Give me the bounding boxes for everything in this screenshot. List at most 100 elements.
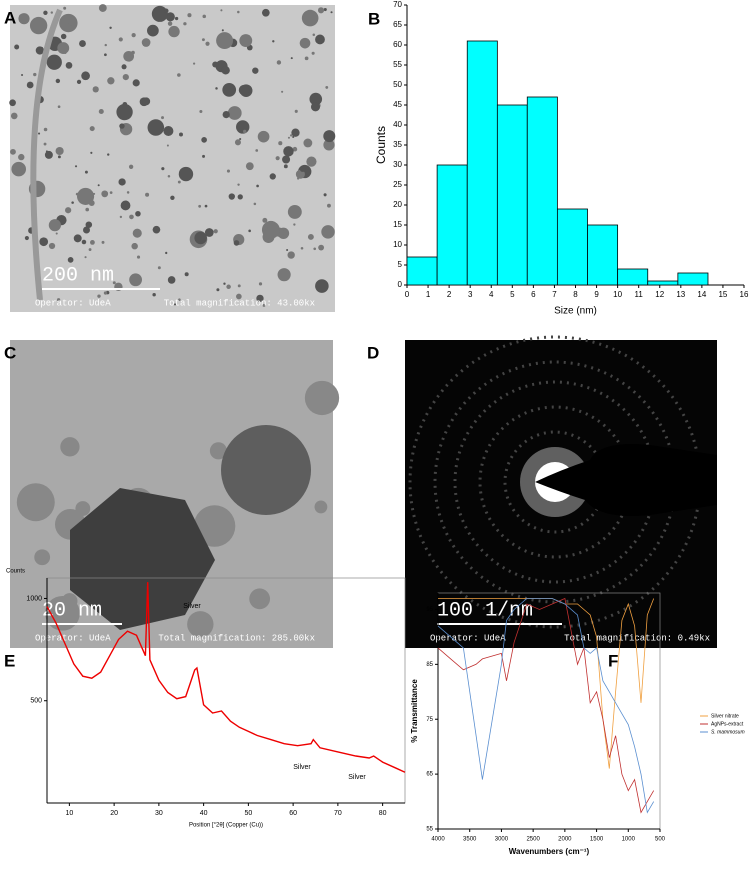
y-tick-label: 70 [393,0,402,9]
y-tick-label: 85 [426,662,433,668]
y-tick-label: 0 [398,280,403,289]
particle [303,138,313,148]
particle [177,73,181,77]
bar [647,280,679,286]
particle [179,132,183,137]
particle [167,21,173,26]
annotation: Silver [183,603,201,610]
particle [119,215,123,219]
particle [330,11,333,14]
particle [221,29,224,32]
panel-label: F [608,651,618,670]
particle [57,105,61,109]
particle [306,156,317,167]
particle [309,92,323,106]
beam-stop [535,444,717,516]
particle [287,204,302,219]
particle [163,126,174,136]
particle [55,232,58,235]
particle [261,220,280,239]
particle [71,201,74,204]
particle [184,272,189,277]
particle [216,32,234,50]
particle [39,237,49,247]
particle [174,16,179,21]
particle [289,134,293,137]
particle [237,194,243,200]
x-tick-label: 6 [531,290,536,299]
x-tick-label: 7 [552,290,557,299]
y-tick-label: 55 [393,60,402,69]
y-tick-label: 10 [393,240,402,249]
bar [677,272,709,286]
x-axis-label: Size (nm) [554,306,597,317]
particle [129,214,134,220]
particle [131,242,138,250]
bar [466,40,498,286]
particle [55,78,61,84]
particle [97,294,101,298]
particle [83,226,90,234]
particle [295,169,305,179]
annotation: Silver [293,764,311,771]
particle [277,268,291,282]
particle [283,146,294,157]
legend-label: Silver nitrate [711,713,739,719]
particle [10,148,16,155]
particle [187,611,214,638]
x-tick-label: 50 [244,810,252,817]
particle [204,228,214,237]
particle [221,66,230,75]
x-tick-label: 14 [697,290,706,299]
scale-bar-label: 20 nm [42,599,102,622]
particle [249,588,271,610]
bar [496,104,528,286]
particle [292,135,295,139]
x-tick-label: 12 [655,290,664,299]
particle [293,223,296,226]
x-tick-label: 10 [65,810,73,817]
particle [323,7,327,12]
particle [103,291,108,295]
operator: Operator: UdeA [35,298,111,308]
particle [57,155,61,159]
legend-label: S. mammosum [711,729,745,735]
panel-label: C [4,343,16,362]
magnification: Total magnification: 0.49kx [564,633,710,643]
particle [92,86,99,93]
y-tick-label: 95 [426,607,433,613]
particle [73,234,82,243]
x-tick-label: 3500 [463,837,477,843]
particle [228,193,235,200]
x-tick-label: 10 [613,290,622,299]
particle [34,549,51,566]
y-tick-label: 5 [398,260,403,269]
magnification: Total magnification: 285.00kx [158,633,315,643]
particle [315,34,325,45]
particle [48,242,56,250]
particle [44,150,53,159]
particle [236,120,250,134]
particle [132,79,140,87]
particle [98,108,104,115]
particle [209,442,227,460]
particle [14,44,20,50]
particle [282,155,291,164]
particle [79,40,86,47]
particle [76,79,82,84]
particle [178,298,181,301]
particle [304,56,309,61]
particle [286,248,289,252]
x-tick-label: 9 [594,290,599,299]
particle [252,67,259,74]
particle [118,37,123,42]
particle [290,57,293,60]
particle [56,298,61,302]
particle [63,6,67,10]
particle [88,248,92,251]
x-tick-label: 16 [740,290,749,299]
particle [16,483,55,522]
x-tick-label: 2500 [526,837,540,843]
particle [205,41,210,46]
particle [84,256,87,259]
